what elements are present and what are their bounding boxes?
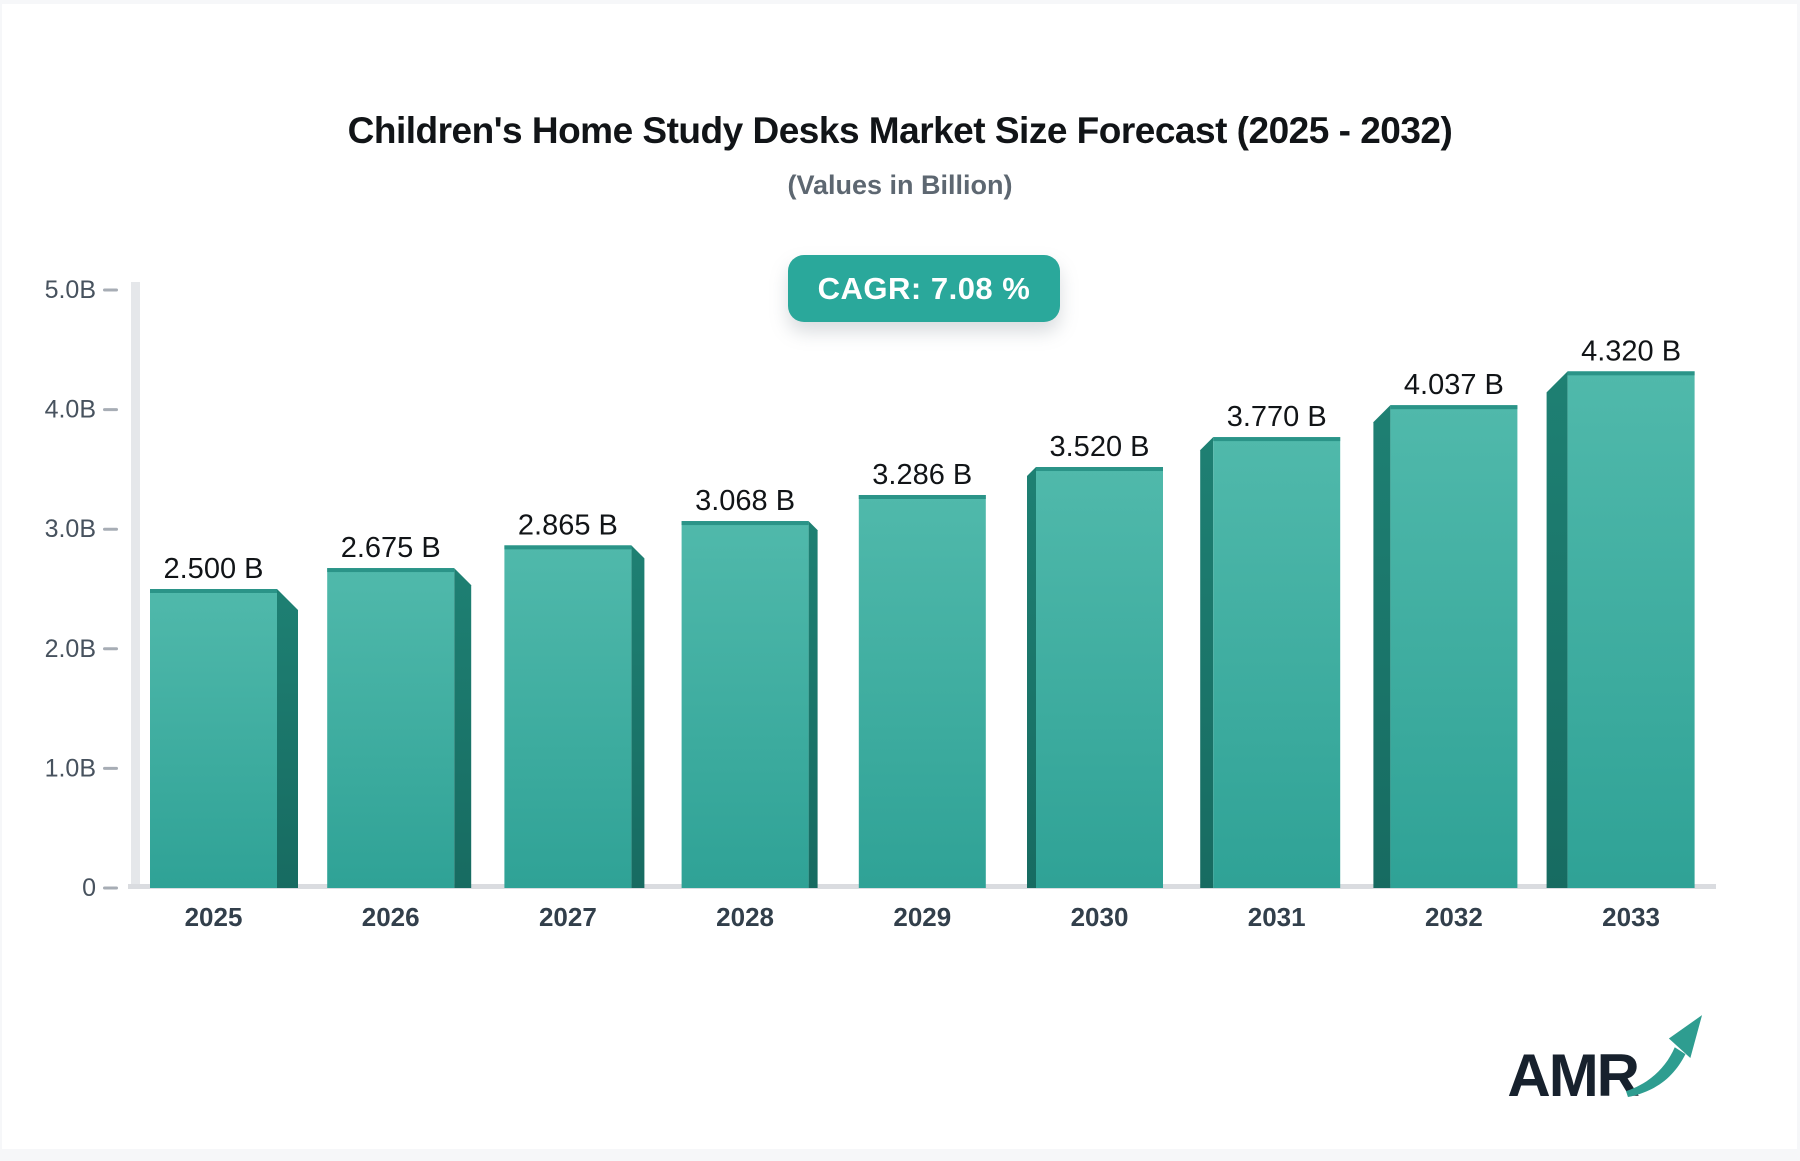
bar-value-label: 4.320 B xyxy=(1581,335,1681,367)
y-axis-tick xyxy=(103,766,118,770)
cagr-badge-label: CAGR: 7.08 % xyxy=(817,270,1031,306)
bar-2029 xyxy=(858,494,986,888)
bar-2025 xyxy=(150,589,277,888)
bar-value-label: 2.675 B xyxy=(341,532,441,564)
y-axis-tick-label: 2.0B xyxy=(45,635,96,663)
bar-2033 xyxy=(1567,371,1695,888)
bar-2026 xyxy=(327,568,455,888)
bar-side-face xyxy=(1546,371,1568,888)
y-axis-tick xyxy=(103,527,118,531)
y-axis-tick xyxy=(103,647,118,651)
bar-top-edge xyxy=(1390,405,1518,410)
y-axis-tick-label: 5.0B xyxy=(45,276,96,304)
bar-value-label: 2.500 B xyxy=(164,553,264,585)
bar-top-edge xyxy=(150,589,277,593)
bar-top-edge xyxy=(504,545,632,550)
amr-logo-text: AMR xyxy=(1507,1042,1640,1109)
x-axis-label: 2027 xyxy=(539,902,597,932)
bar-top-edge xyxy=(327,568,455,573)
y-axis-tick-label: 4.0B xyxy=(45,396,96,424)
bar-value-label: 3.770 B xyxy=(1227,401,1327,433)
bar-top-edge xyxy=(1036,467,1163,472)
bar-top-edge xyxy=(858,494,986,499)
bar-side-face xyxy=(631,545,645,888)
bar-side-face xyxy=(1027,467,1036,888)
y-axis-tick xyxy=(103,886,118,890)
bar-2030 xyxy=(1036,467,1163,888)
y-axis-tick xyxy=(103,288,118,292)
bar-value-label: 3.068 B xyxy=(695,485,795,517)
x-axis-label: 2031 xyxy=(1248,902,1306,932)
x-axis-label: 2028 xyxy=(716,902,774,932)
amr-logo: AMR xyxy=(1507,1012,1704,1106)
y-axis-tick-label: 1.0B xyxy=(45,754,96,782)
bar-2028 xyxy=(681,521,809,888)
bar-side-face xyxy=(1200,437,1214,888)
bar-side-face xyxy=(454,568,472,888)
x-axis-label: 2029 xyxy=(893,902,951,932)
bar-value-label: 3.520 B xyxy=(1050,431,1150,463)
bar-side-face xyxy=(1373,405,1391,888)
x-axis-label: 2025 xyxy=(185,902,243,932)
bar-value-label: 3.286 B xyxy=(872,459,972,491)
y-axis-line xyxy=(131,282,140,889)
bar-value-label: 2.865 B xyxy=(518,509,618,541)
chart-title: Children's Home Study Desks Market Size … xyxy=(347,110,1453,151)
bar-2032 xyxy=(1390,405,1518,888)
y-axis-tick-label: 3.0B xyxy=(45,515,96,543)
bar-2031 xyxy=(1213,437,1341,888)
x-axis-label: 2033 xyxy=(1602,902,1660,932)
chart-subtitle: (Values in Billion) xyxy=(787,170,1013,200)
bar-top-edge xyxy=(1567,371,1695,376)
bar-side-face xyxy=(808,521,818,888)
bar-side-face xyxy=(277,589,298,888)
y-axis-tick xyxy=(103,408,118,412)
cagr-badge: CAGR: 7.08 % xyxy=(788,255,1060,322)
bar-top-edge xyxy=(681,521,809,526)
bar-2027 xyxy=(504,545,632,888)
bar-top-edge xyxy=(1213,437,1341,442)
x-axis-label: 2032 xyxy=(1425,902,1483,932)
y-axis-tick-label: 0 xyxy=(82,874,96,902)
x-axis-label: 2030 xyxy=(1071,902,1129,932)
bar-value-label: 4.037 B xyxy=(1404,369,1504,401)
growth-arrow-icon xyxy=(1626,1015,1703,1097)
x-axis-label: 2026 xyxy=(362,902,420,932)
